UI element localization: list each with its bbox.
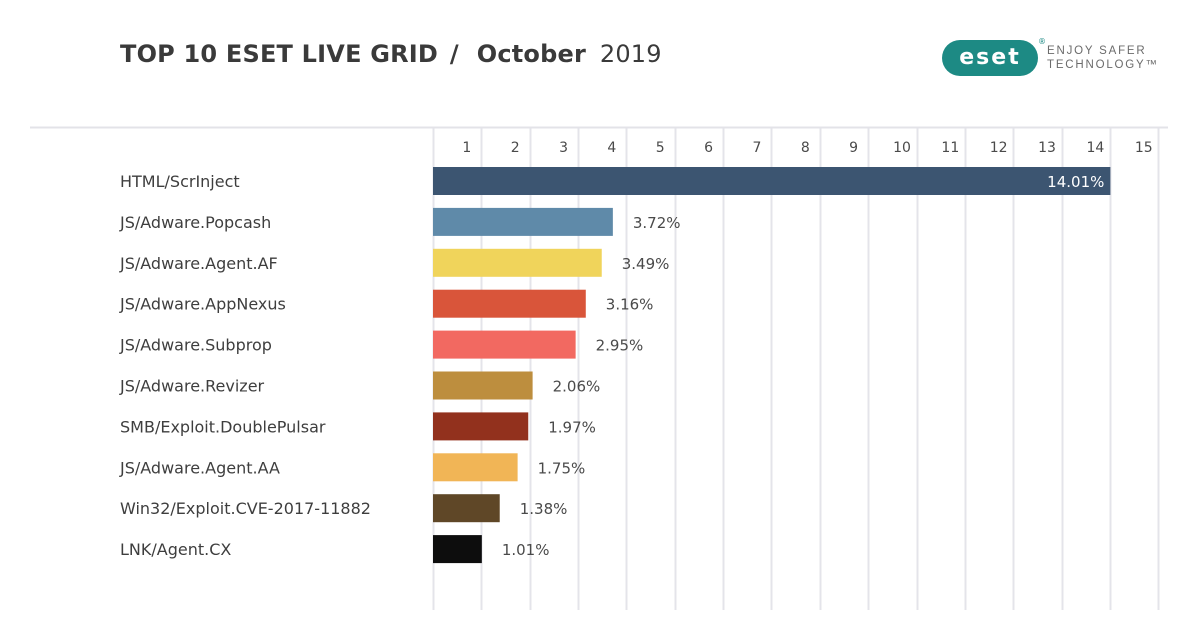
category-label: JS/Adware.Subprop — [119, 336, 272, 355]
x-tick-label: 5 — [656, 140, 665, 156]
x-tick-label: 14 — [1086, 140, 1104, 156]
value-label: 1.97% — [548, 418, 596, 436]
x-tick-label: 3 — [559, 140, 568, 156]
value-label: 3.16% — [606, 296, 654, 314]
category-label: JS/Adware.Revizer — [119, 377, 265, 396]
logo-tagline: ENJOY SAFER TECHNOLOGY™ — [1047, 44, 1177, 72]
value-label: 2.06% — [553, 378, 601, 396]
title-year: 2019 — [599, 40, 662, 68]
x-tick-label: 15 — [1135, 140, 1153, 156]
category-label: Win32/Exploit.CVE-2017-11882 — [120, 499, 371, 518]
category-label: JS/Adware.AppNexus — [119, 295, 286, 314]
logo-tagline-line2: TECHNOLOGY™ — [1047, 59, 1159, 71]
x-tick-label: 12 — [990, 140, 1008, 156]
x-tick-label: 8 — [801, 140, 810, 156]
bar — [433, 371, 533, 400]
logo-tagline-line1: ENJOY SAFER — [1047, 45, 1147, 57]
category-label: HTML/ScrInject — [120, 172, 240, 191]
value-label: 14.01% — [1047, 173, 1104, 191]
logo-badge — [942, 40, 1038, 76]
category-label: JS/Adware.Agent.AF — [119, 254, 278, 273]
value-label: 2.95% — [596, 337, 644, 355]
bar — [433, 167, 1111, 195]
bar — [433, 330, 576, 359]
value-label: 3.72% — [633, 214, 681, 232]
eset-logo: eset ® ENJOY SAFER TECHNOLOGY™ — [942, 37, 1167, 80]
x-tick-label: 11 — [941, 140, 959, 156]
x-tick-label: 10 — [893, 140, 911, 156]
category-label: JS/Adware.Agent.AA — [119, 458, 280, 477]
category-label: JS/Adware.Popcash — [119, 213, 271, 232]
bar — [433, 289, 586, 318]
x-tick-label: 1 — [462, 140, 471, 156]
bar — [433, 453, 518, 482]
logo-registered-mark: ® — [1038, 37, 1046, 46]
title-month: October — [476, 40, 587, 68]
x-tick-label: 13 — [1038, 140, 1056, 156]
bar — [433, 494, 500, 523]
x-tick-label: 6 — [704, 140, 713, 156]
value-label: 3.49% — [622, 255, 670, 273]
category-label: LNK/Agent.CX — [120, 540, 231, 559]
title-main: TOP 10 ESET LIVE GRID — [120, 40, 439, 68]
chart-title: TOP 10 ESET LIVE GRID / October 2019 — [120, 40, 662, 68]
value-label: 1.01% — [502, 541, 550, 559]
bar — [433, 535, 482, 564]
x-tick-label: 7 — [752, 140, 761, 156]
bar — [433, 248, 602, 277]
bar — [433, 207, 613, 236]
bar — [433, 412, 529, 441]
value-label: 1.38% — [520, 500, 568, 518]
title-separator: / — [449, 40, 459, 68]
logo-brand: eset — [959, 45, 1021, 70]
x-tick-label: 9 — [849, 140, 858, 156]
value-label: 1.75% — [538, 459, 586, 477]
category-label: SMB/Exploit.DoublePulsar — [120, 417, 326, 436]
x-tick-label: 4 — [607, 140, 616, 156]
x-tick-label: 2 — [511, 140, 520, 156]
